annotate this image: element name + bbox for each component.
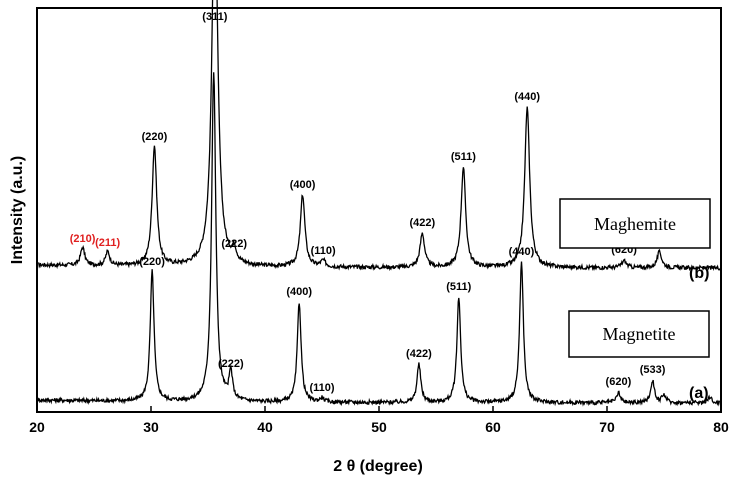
curve-label-a: (a) — [689, 385, 709, 402]
peak-label: (110) — [311, 245, 336, 257]
peak-label: (222) — [218, 358, 244, 370]
peak-label: (440) — [509, 246, 535, 258]
x-tick-label: 40 — [257, 419, 273, 435]
peak-label: (220) — [139, 256, 165, 268]
series-line-maghemite — [38, 0, 721, 272]
svg-text:Maghemite: Maghemite — [594, 214, 676, 234]
peak-labels-layer: (210) (211) (220) (311) (222) (400) (110) (422)… — [70, 11, 673, 394]
x-axis: 20 30 40 50 60 70 80 — [29, 406, 729, 435]
x-tick-label: 80 — [713, 419, 729, 435]
peak-label: (620) — [606, 376, 632, 388]
peak-label: (400) — [290, 179, 316, 191]
peak-label: (110) — [309, 382, 334, 394]
curve-label-b: (b) — [689, 265, 709, 282]
peak-label: (211) — [95, 237, 120, 249]
y-axis-title: Intensity (a.u.) — [9, 156, 26, 264]
peak-label: (220) — [142, 131, 168, 143]
peak-label: (440) — [514, 91, 540, 103]
curves-layer — [37, 0, 721, 407]
peak-label: (422) — [406, 348, 432, 360]
peak-label: (511) — [451, 151, 476, 163]
peak-label: (311) — [202, 11, 227, 23]
x-tick-label: 30 — [143, 419, 159, 435]
maghemite-box: Maghemite — [559, 198, 711, 249]
x-tick-label: 50 — [371, 419, 387, 435]
peak-label: (533) — [640, 364, 666, 376]
x-axis-title: 2 θ (degree) — [333, 458, 423, 475]
peak-label: (511) — [446, 281, 471, 293]
x-tick-label: 60 — [485, 419, 501, 435]
x-tick-label: 70 — [599, 419, 615, 435]
peak-label: (400) — [286, 286, 312, 298]
x-tick-label: 20 — [29, 419, 45, 435]
peak-label: (210) — [70, 233, 96, 245]
peak-label: (422) — [409, 217, 435, 229]
peak-label: (222) — [221, 238, 247, 250]
svg-text:Magnetite: Magnetite — [603, 324, 676, 344]
magnetite-box: Magnetite — [568, 310, 710, 358]
series-line-magnetite — [37, 72, 721, 407]
